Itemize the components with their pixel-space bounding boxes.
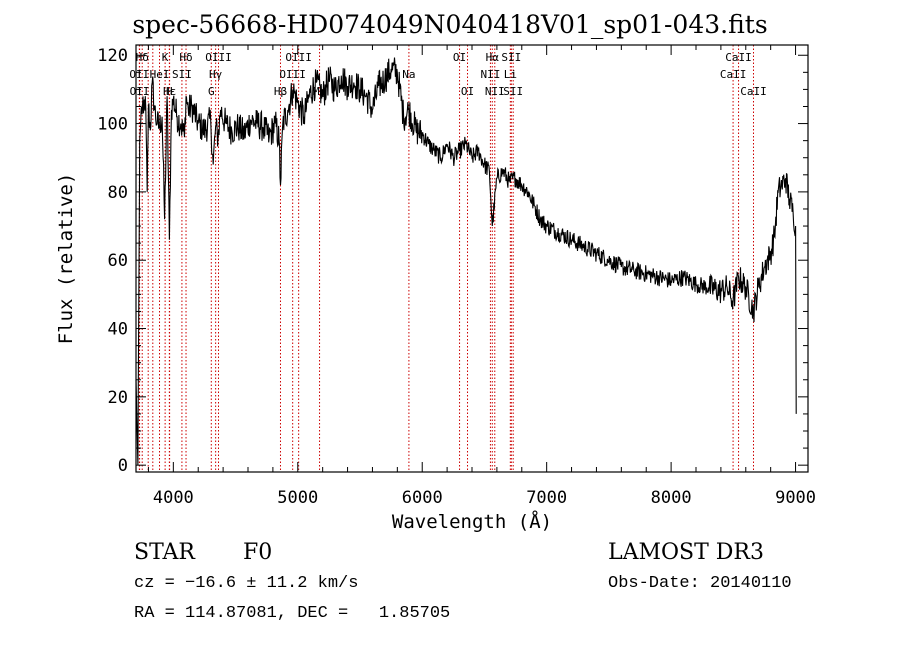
- line-label: OII: [129, 68, 149, 81]
- y-tick-label: 0: [118, 456, 128, 476]
- x-tick-label: 7000: [526, 488, 567, 508]
- line-label: CaII: [725, 51, 752, 64]
- redshift-velocity: cz = −16.6 ± 11.2 km/s: [134, 574, 359, 593]
- x-axis-ticks: 4000 5000 6000 7000 8000 9000: [147, 45, 816, 508]
- line-label: CaII: [720, 68, 747, 81]
- x-tick-label: 5000: [277, 488, 318, 508]
- line-label: CaII: [740, 85, 767, 98]
- line-label: HeI: [150, 68, 170, 81]
- line-label: Hβ: [274, 85, 288, 98]
- line-label: OI: [461, 85, 474, 98]
- y-axis-ticks: 0 20 40 60 80 100 120: [97, 46, 808, 476]
- x-tick-label: 9000: [775, 488, 816, 508]
- line-label: OIII: [279, 68, 306, 81]
- coordinates: RA = 114.87081, DEC = 1.85705: [134, 604, 451, 623]
- survey-name: LAMOST DR3: [608, 540, 764, 565]
- y-tick-label: 120: [97, 46, 128, 66]
- object-class: STAR: [134, 540, 195, 565]
- line-label: NII: [480, 68, 500, 81]
- observation-date: Obs-Date: 20140110: [608, 574, 792, 593]
- spectrum-line: [135, 57, 797, 466]
- line-label: OIII: [205, 51, 232, 64]
- line-label: Li: [504, 68, 517, 81]
- line-label: Hδ: [136, 51, 149, 64]
- line-label: Na: [402, 68, 415, 81]
- line-label: K: [162, 51, 169, 64]
- line-label: Hα: [486, 51, 500, 64]
- line-label: SII: [503, 85, 523, 98]
- line-label: SII: [501, 51, 521, 64]
- line-label: Hγ: [209, 68, 223, 81]
- line-label: SII: [172, 68, 192, 81]
- line-label: OIII: [285, 51, 312, 64]
- line-label: Hε: [163, 85, 176, 98]
- chart-title: spec-56668-HD074049N040418V01_sp01-043.f…: [132, 10, 768, 39]
- x-tick-label: 6000: [402, 488, 443, 508]
- line-label: Hδ: [179, 51, 192, 64]
- line-label: OII: [130, 85, 150, 98]
- line-label: H: [166, 85, 173, 98]
- line-markers: [138, 45, 754, 472]
- x-axis-label: Wavelength (Å): [392, 510, 552, 533]
- object-subclass: F0: [243, 540, 273, 565]
- y-tick-label: 20: [108, 388, 128, 408]
- line-label: OI: [453, 51, 466, 64]
- x-tick-label: 8000: [651, 488, 692, 508]
- x-tick-label: 4000: [153, 488, 194, 508]
- y-axis-label: Flux (relative): [55, 173, 77, 345]
- y-tick-label: 80: [108, 183, 128, 203]
- y-tick-label: 40: [108, 320, 128, 340]
- y-tick-label: 60: [108, 251, 128, 271]
- y-tick-label: 100: [97, 115, 128, 135]
- plot-frame: [135, 44, 809, 473]
- line-label: NII: [485, 85, 505, 98]
- line-label: G: [208, 85, 215, 98]
